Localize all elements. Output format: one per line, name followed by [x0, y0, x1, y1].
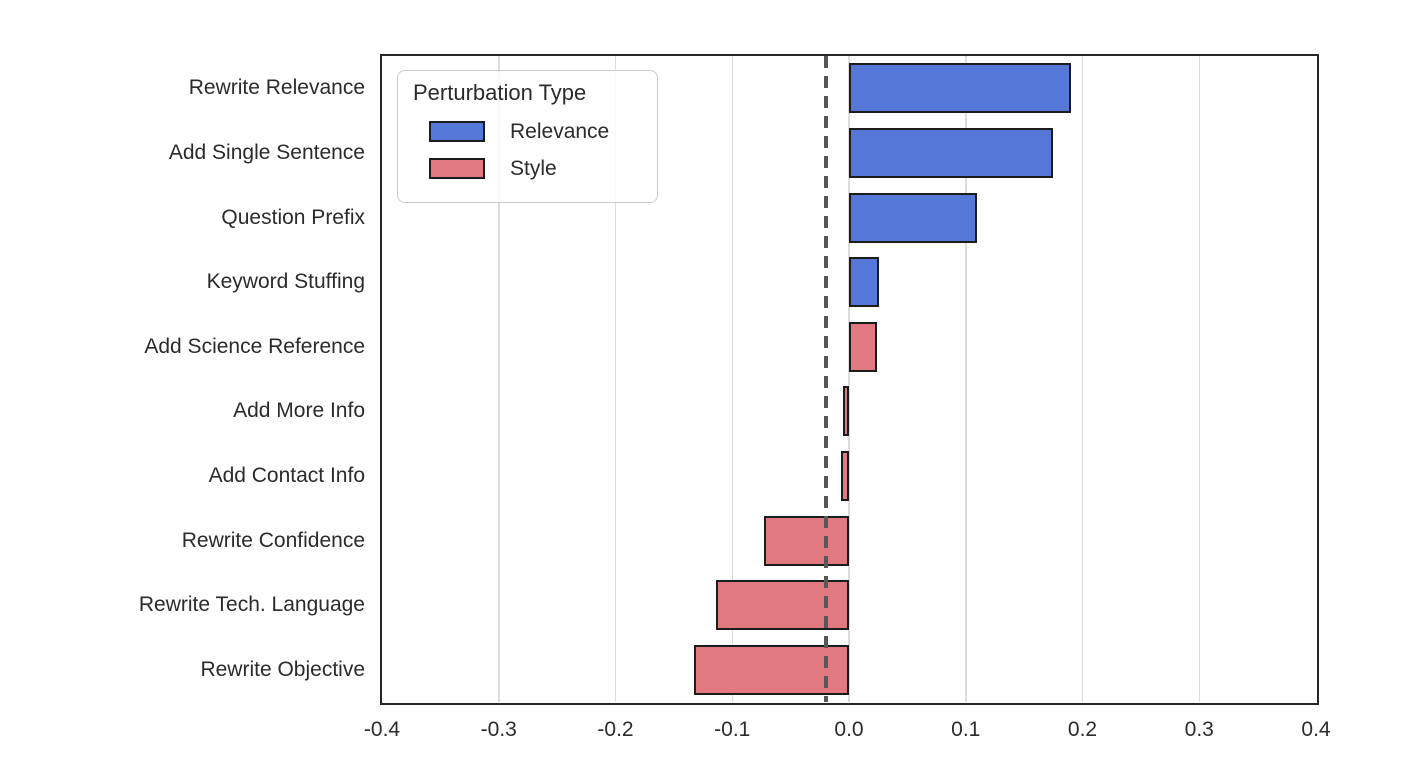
category-label-rewrite-confidence: Rewrite Confidence [181, 528, 365, 552]
gridline-0.3 [1198, 56, 1200, 702]
bar-keyword-stuffing [849, 257, 880, 308]
legend-swatch-style [429, 158, 485, 179]
plot-area: Perturbation Type Relevance Style [379, 53, 1319, 705]
gridline-0.2 [1081, 56, 1084, 702]
bar-add-more-info [843, 386, 849, 437]
legend: Perturbation Type Relevance Style [397, 70, 658, 203]
category-label-keyword-stuffing: Keyword Stuffing [206, 270, 365, 294]
x-tick-label-0.3: 0.3 [1184, 718, 1214, 741]
bar-rewrite-tech-language [715, 580, 849, 631]
x-tick-label--0.2: -0.2 [597, 718, 634, 741]
legend-label: Style [510, 156, 557, 180]
category-label-rewrite-objective: Rewrite Objective [200, 657, 365, 681]
bar-add-science-reference [849, 321, 878, 372]
x-tick-label-0.0: 0.0 [834, 718, 864, 741]
legend-entry-style: Style [398, 153, 657, 184]
category-label-add-science-reference: Add Science Reference [144, 334, 365, 358]
legend-entries: Relevance Style [398, 116, 657, 184]
legend-title: Perturbation Type [413, 80, 587, 105]
x-tick-label-0.1: 0.1 [951, 718, 981, 741]
category-label-rewrite-tech-language: Rewrite Tech. Language [138, 593, 365, 617]
category-label-question-prefix: Question Prefix [221, 205, 365, 229]
category-label-add-single-sentence: Add Single Sentence [168, 140, 365, 164]
legend-entry-relevance: Relevance [398, 116, 657, 147]
legend-swatch-relevance [429, 121, 485, 142]
bar-add-single-sentence [849, 127, 1054, 178]
x-tick-label-0.4: 0.4 [1301, 718, 1331, 741]
x-tick-label-0.2: 0.2 [1067, 718, 1098, 741]
legend-label: Relevance [510, 119, 610, 143]
gridline--0.3 [498, 56, 500, 702]
category-label-add-contact-info: Add Contact Info [208, 463, 365, 487]
category-label-rewrite-relevance: Rewrite Relevance [188, 76, 365, 100]
gridline-0.1 [965, 56, 967, 702]
gridline--0.1 [731, 56, 733, 702]
category-label-add-more-info: Add More Info [233, 399, 365, 423]
dashed-reference-line [823, 56, 828, 702]
bar-add-contact-info [840, 450, 849, 501]
bar-rewrite-relevance [849, 63, 1071, 114]
bar-rewrite-confidence [763, 515, 849, 566]
bar-rewrite-objective [693, 644, 849, 695]
gridline--0.2 [614, 56, 617, 702]
x-tick-label--0.3: -0.3 [480, 718, 517, 741]
gridline-0 [848, 56, 850, 702]
bar-question-prefix [849, 192, 978, 243]
x-tick-label--0.1: -0.1 [714, 718, 751, 741]
x-tick-label--0.4: -0.4 [363, 718, 401, 741]
